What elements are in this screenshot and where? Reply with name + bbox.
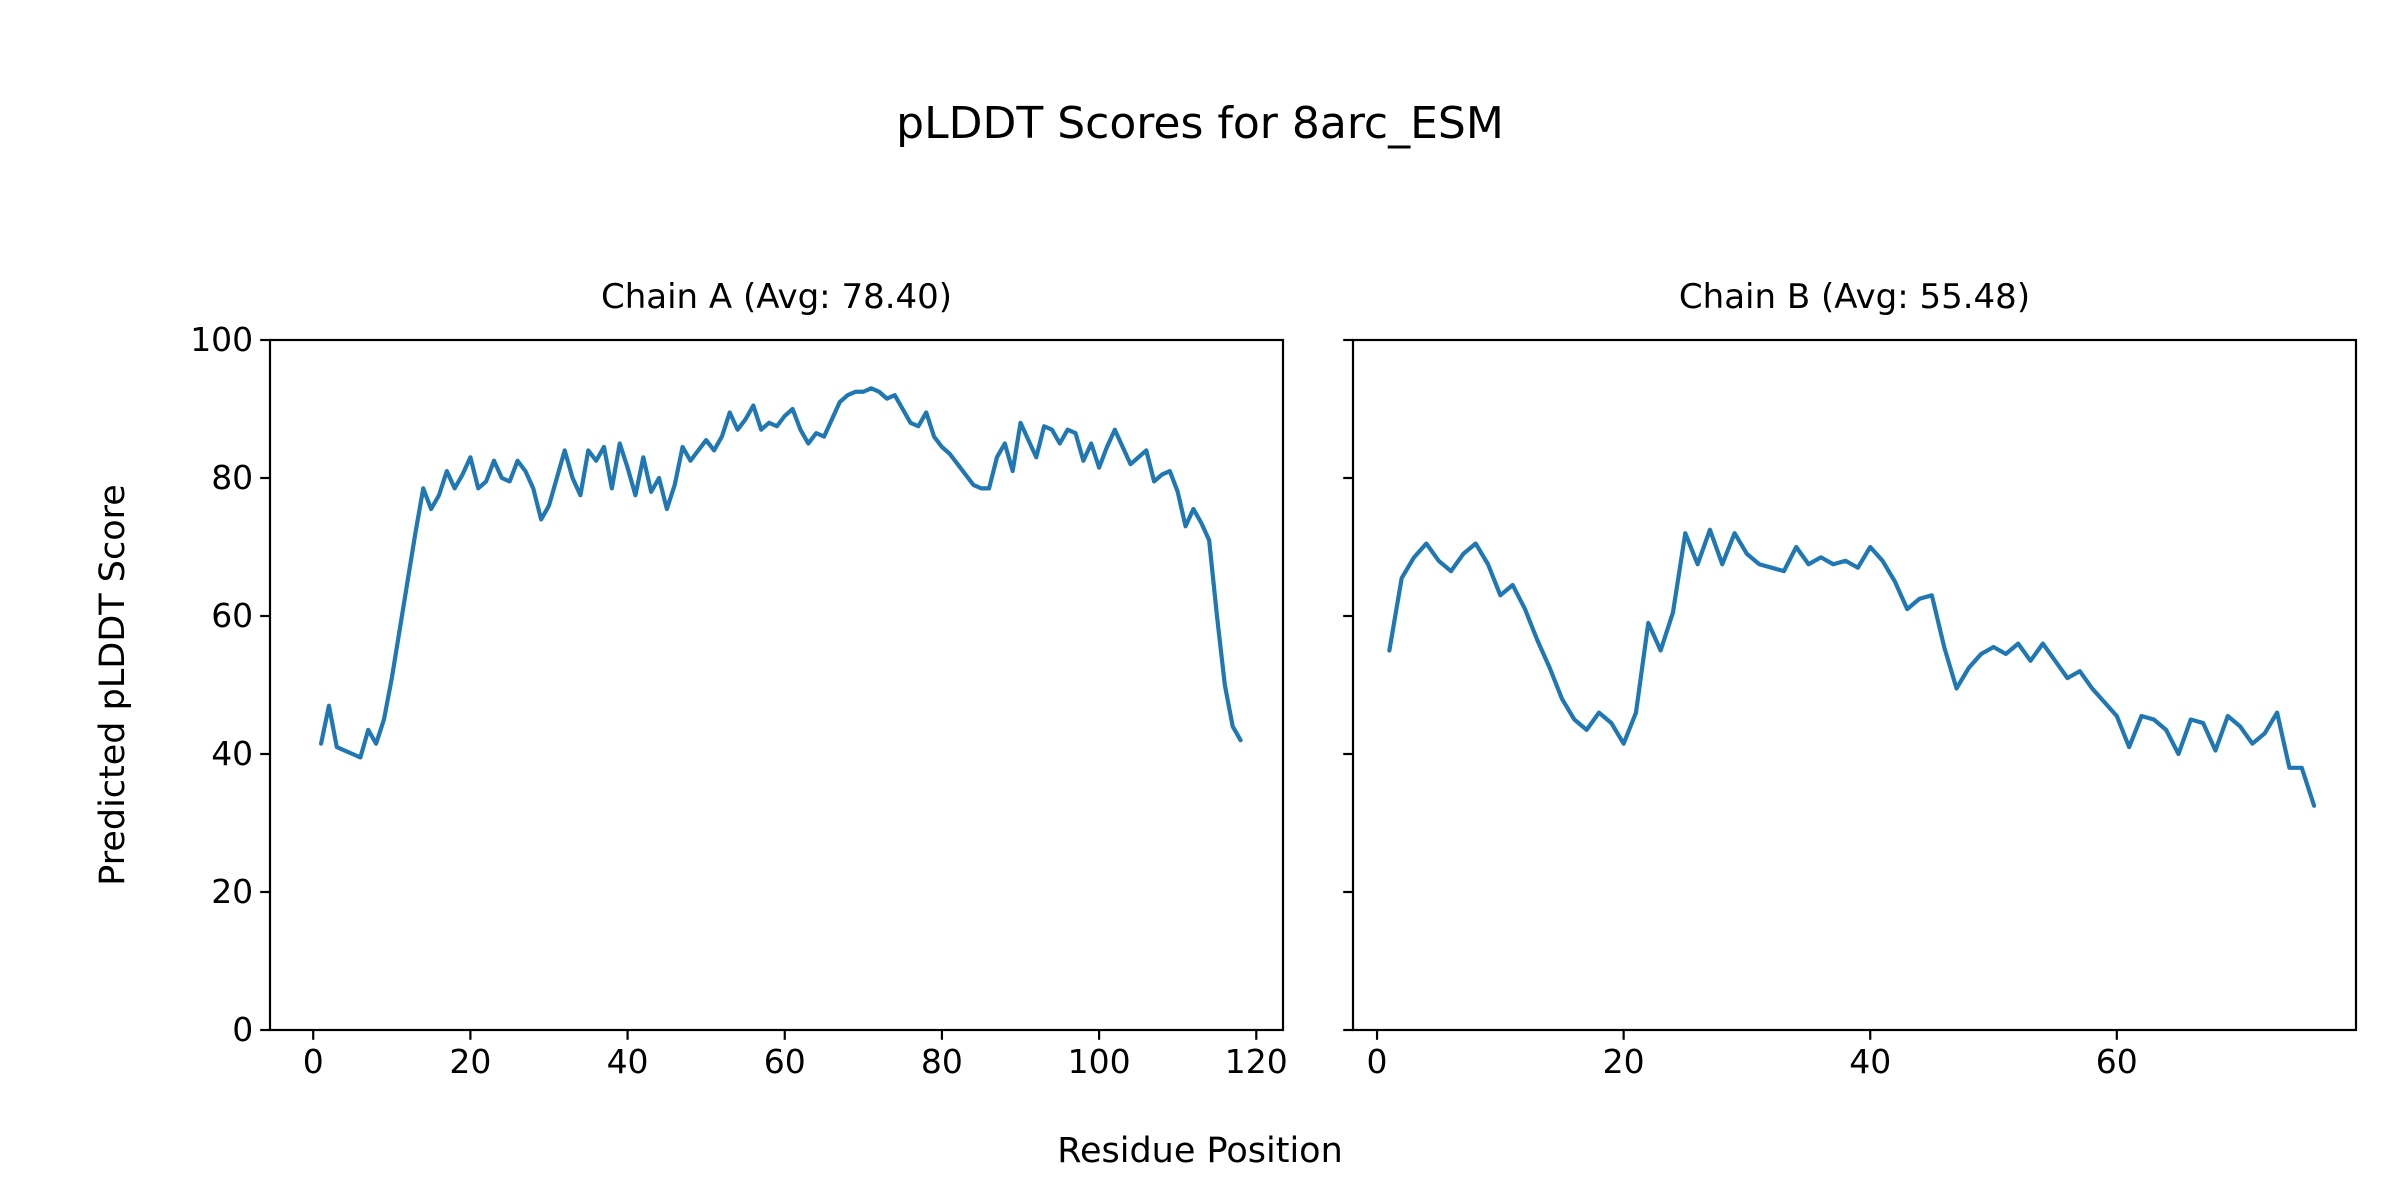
y-tick-label: 20 xyxy=(211,872,253,911)
plddt-line-chain-b xyxy=(1387,527,2317,808)
y-tick-label: 80 xyxy=(211,458,253,497)
axes-chain-a: Chain A (Avg: 78.40) 0 20 40 60 80 100 120 0 20 40… xyxy=(190,277,1288,1081)
y-tick-label: 60 xyxy=(211,596,253,635)
x-tick-label: 120 xyxy=(1225,1042,1288,1081)
x-axis-label: Residue Position xyxy=(1057,1131,1343,1171)
x-tick-label: 60 xyxy=(764,1042,806,1081)
axes-frame-chain-a xyxy=(268,338,1285,1032)
x-tick-label: 40 xyxy=(1849,1042,1891,1081)
axes-container: Chain A (Avg: 78.40) 0 20 40 60 80 100 120 0 20 40… xyxy=(190,277,2358,1081)
x-tick-label: 20 xyxy=(1603,1042,1645,1081)
x-tick-label: 60 xyxy=(2096,1042,2138,1081)
axes-chain-b: Chain B (Avg: 55.48) 0 20 40 60 xyxy=(1343,277,2358,1081)
axes-frame-chain-b xyxy=(1351,338,2358,1032)
y-tick-label: 40 xyxy=(211,734,253,773)
subplot-title-chain-a: Chain A (Avg: 78.40) xyxy=(601,277,952,317)
y-axis-label: Predicted pLDDT Score xyxy=(93,484,133,886)
y-tick-label: 100 xyxy=(190,320,253,359)
figure-title: pLDDT Scores for 8arc_ESM xyxy=(896,98,1504,149)
x-tick-label: 0 xyxy=(303,1042,324,1081)
y-tick-label: 0 xyxy=(232,1010,253,1049)
plddt-line-chain-a xyxy=(318,386,1243,760)
subplot-title-chain-b: Chain B (Avg: 55.48) xyxy=(1679,277,2030,317)
x-tick-label: 100 xyxy=(1068,1042,1131,1081)
x-tick-label: 20 xyxy=(449,1042,491,1081)
x-tick-label: 80 xyxy=(921,1042,963,1081)
x-tick-label: 40 xyxy=(607,1042,649,1081)
x-tick-label: 0 xyxy=(1367,1042,1388,1081)
